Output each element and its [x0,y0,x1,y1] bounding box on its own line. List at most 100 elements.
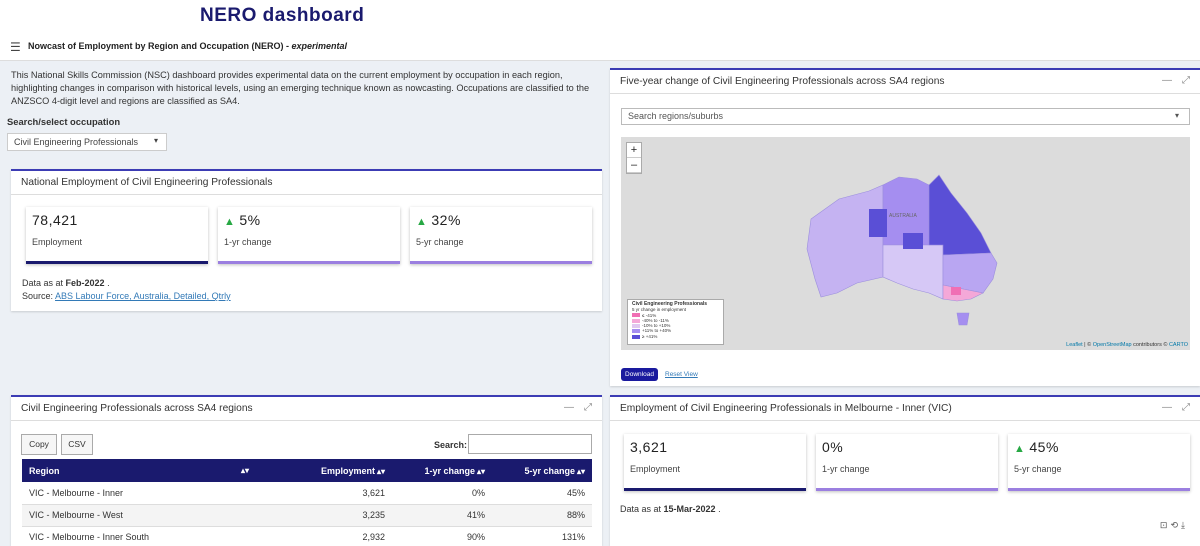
reset-view-link[interactable]: Reset View [665,371,698,378]
expand-icon[interactable]: ⤢ [584,402,592,413]
map-region-tas [956,312,970,326]
zoom-in-button[interactable]: + [627,143,641,158]
zoom-out-button[interactable]: – [627,158,641,173]
table-cell: VIC - Melbourne - Inner [22,482,257,505]
occupation-select-value: Civil Engineering Professionals [14,137,139,147]
regional-1yr-card: 0% 1-yr change [816,434,998,491]
map-region-central [903,233,923,249]
national-1yr-value: 5% [239,212,261,228]
table-cell: 3,621 [257,482,392,505]
minimize-icon[interactable]: — [564,402,574,413]
reset-chart-icon[interactable]: ⟲ [1170,520,1182,530]
national-source: Source: ABS Labour Force, Australia, Det… [22,291,231,301]
national-5yr-value: 32% [431,212,461,228]
national-employment-label: Employment [32,237,83,247]
legend-item: +11% to +40% [632,328,719,333]
map-region-sa [882,244,944,300]
regions-table: Region ▴▾ Employment ▴▾ 1-yr change ▴▾ 5-yr… [22,459,592,546]
regional-5yr-label: 5-yr change [1014,464,1062,474]
expand-icon[interactable]: ⤢ [1182,402,1190,413]
occupation-search-label: Search/select occupation [7,116,121,127]
page-title: Nowcast of Employment by Region and Occu… [28,41,348,51]
sort-icon: ▴▾ [240,465,249,475]
occupation-select[interactable]: Civil Engineering Professionals ▾ [7,133,167,151]
card-accent-bar [624,488,806,491]
national-5yr-label: 5-yr change [416,237,464,247]
minimize-icon[interactable]: — [1162,75,1172,86]
legend-item: ≤ -41% [632,313,719,318]
regional-employment-card: 3,621 Employment [624,434,806,491]
national-1yr-card: ▲ 5% 1-yr change [218,207,400,264]
australia-map: AUSTRALIA [806,174,998,326]
table-cell: VIC - Melbourne - West [22,504,257,527]
sub-header: ☰ Nowcast of Employment by Region and Oc… [0,33,1200,61]
national-employment-value: 78,421 [32,212,78,228]
regional-employment-value: 3,621 [630,439,668,455]
table-cell: 131% [492,526,592,546]
national-data-date: Data as at Feb-2022 . [22,278,110,288]
column-header-region[interactable]: Region ▴▾ [22,459,257,482]
right-column: Five-year change of Civil Engineering Pr… [607,61,1200,546]
regional-1yr-value: 0% [822,439,844,455]
chart-toolbar: ⊡⟲⤓ [1160,520,1188,531]
download-chart-icon[interactable]: ⤓ [1181,520,1188,530]
regional-5yr-value: 45% [1029,439,1059,455]
table-row[interactable]: VIC - Melbourne - West 3,235 41% 88% [22,504,592,527]
regional-employment-label: Employment [630,464,681,474]
regional-5yr-card: ▲ 45% 5-yr change [1008,434,1190,491]
table-search-input[interactable] [468,434,592,454]
zoom-chart-icon[interactable]: ⊡ [1159,520,1171,530]
table-cell: 2,932 [257,526,392,546]
table-search-label: Search: [434,440,468,450]
legend-item: -10% to +10% [632,323,719,328]
regions-table-title: Civil Engineering Professionals across S… [11,397,602,421]
choropleth-map[interactable]: AUSTRALIA + – Civil Engineering Professi… [621,137,1190,350]
up-arrow-icon: ▲ [1014,443,1026,455]
column-header-5yr[interactable]: 5-yr change ▴▾ [492,459,592,482]
card-accent-bar [410,261,592,264]
national-employment-box: National Employment of Civil Engineering… [11,169,602,311]
map-region-qld [928,174,992,256]
expand-icon[interactable]: ⤢ [1182,75,1190,86]
up-arrow-icon: ▲ [416,216,428,228]
column-header-1yr[interactable]: 1-yr change ▴▾ [392,459,492,482]
national-5yr-card: ▲ 32% 5-yr change [410,207,592,264]
legend-item: -40% to -11% [632,318,719,323]
table-row[interactable]: VIC - Melbourne - Inner South 2,932 90% … [22,526,592,546]
up-arrow-icon: ▲ [224,216,236,228]
chevron-down-icon: ▾ [1174,111,1179,120]
region-search-select[interactable]: Search regions/suburbs ▾ [621,108,1190,125]
map-region-melbourne [951,287,961,295]
app-title: NERO dashboard [200,5,365,26]
sort-icon: ▴▾ [476,466,485,476]
national-employment-title: National Employment of Civil Engineering… [11,171,602,195]
chevron-down-icon: ▾ [153,136,158,145]
map-region-inner-west [869,209,887,237]
table-cell: 0% [392,482,492,505]
column-header-employment[interactable]: Employment ▴▾ [257,459,392,482]
source-link[interactable]: ABS Labour Force, Australia, Detailed, Q… [55,291,231,301]
map-box-title: Five-year change of Civil Engineering Pr… [610,70,1200,94]
regional-employment-box: Employment of Civil Engineering Professi… [610,395,1200,546]
legend-title: Civil Engineering Professionals [632,301,708,307]
minimize-icon[interactable]: — [1162,402,1172,413]
download-button[interactable]: Download [621,368,658,381]
region-search-placeholder: Search regions/suburbs [628,111,724,121]
card-accent-bar [218,261,400,264]
sort-icon: ▴▾ [376,466,385,476]
national-employment-card: 78,421 Employment [26,207,208,264]
regions-table-box: Civil Engineering Professionals across S… [11,395,602,546]
table-row[interactable]: VIC - Melbourne - Inner 3,621 0% 45% [22,482,592,505]
map-box: Five-year change of Civil Engineering Pr… [610,68,1200,386]
hamburger-icon[interactable]: ☰ [10,40,21,54]
copy-button[interactable]: Copy [21,434,57,455]
intro-text: This National Skills Commission (NSC) da… [11,70,590,106]
map-country-label: AUSTRALIA [889,213,917,219]
map-legend: Civil Engineering Professionals 5 yr cha… [627,299,724,345]
sort-icon: ▴▾ [576,466,585,476]
zoom-controls: + – [626,142,642,174]
top-bar: NERO dashboard [0,0,1200,33]
csv-button[interactable]: CSV [61,434,93,455]
legend-subtitle: 5 yr change in employment [632,307,687,313]
table-cell: 41% [392,504,492,527]
